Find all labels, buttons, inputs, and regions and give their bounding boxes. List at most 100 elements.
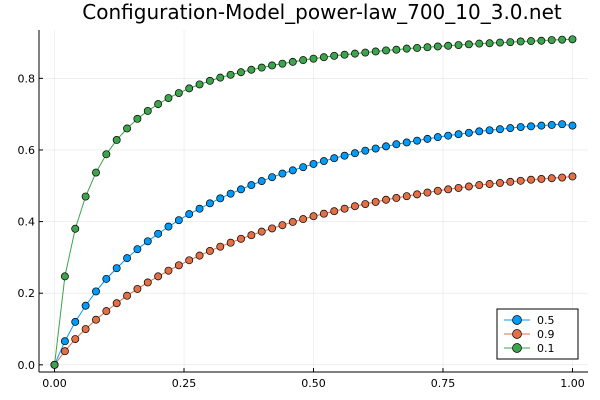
data-point <box>496 125 504 134</box>
data-point <box>392 194 401 202</box>
data-point <box>350 202 359 211</box>
legend-label: 0.5 <box>537 314 555 327</box>
data-point <box>527 175 535 184</box>
data-point <box>143 278 152 287</box>
data-point <box>475 127 484 136</box>
data-point <box>402 44 411 53</box>
data-point <box>50 360 59 369</box>
data-point <box>516 37 525 46</box>
y-tick-label: 0.8 <box>18 72 36 85</box>
data-point <box>392 140 401 149</box>
data-point <box>71 317 80 326</box>
data-point <box>185 210 194 219</box>
data-point <box>382 195 390 204</box>
data-point <box>340 204 349 213</box>
data-point <box>112 299 121 308</box>
data-point <box>402 192 411 201</box>
data-point <box>547 174 556 183</box>
data-point <box>60 347 69 356</box>
data-point <box>143 106 152 115</box>
data-point <box>537 36 546 45</box>
data-point <box>454 41 463 49</box>
data-point <box>195 251 204 260</box>
data-point <box>123 124 131 133</box>
data-point <box>60 272 69 281</box>
axes: 0.00 0.25 0.50 0.75 1.00 0.0 0.2 0.4 0.6 0.8 <box>18 30 588 390</box>
data-point <box>319 209 328 218</box>
data-point <box>112 135 121 144</box>
legend-item-0.5: 0.5 <box>504 314 555 327</box>
data-point <box>164 266 173 275</box>
data-point <box>268 173 277 182</box>
data-point <box>537 121 546 130</box>
data-point <box>444 41 453 50</box>
data-point <box>102 150 111 159</box>
data-point <box>527 122 535 131</box>
data-point <box>154 272 163 281</box>
data-point <box>340 151 349 160</box>
data-point <box>174 261 183 270</box>
data-point <box>454 183 463 192</box>
x-tick-label: 0.75 <box>431 377 456 390</box>
data-point <box>226 238 235 247</box>
y-tick-label: 0.4 <box>18 216 36 229</box>
data-point <box>485 180 494 188</box>
x-tick-label: 0.50 <box>301 377 326 390</box>
x-tick-label: 0.00 <box>42 377 67 390</box>
data-point <box>278 221 287 230</box>
data-point <box>506 177 515 186</box>
data-point <box>537 175 546 183</box>
data-point <box>299 56 308 65</box>
data-point <box>382 46 390 55</box>
data-point <box>247 231 256 240</box>
data-point <box>413 136 422 145</box>
data-point <box>558 173 567 182</box>
data-point <box>496 38 504 47</box>
data-point <box>195 204 204 213</box>
data-point <box>205 247 214 255</box>
data-point <box>423 188 432 197</box>
data-point <box>81 325 90 333</box>
data-point <box>92 315 100 324</box>
data-point <box>185 84 194 93</box>
data-point <box>133 284 142 293</box>
series-0.9 <box>50 172 577 369</box>
data-point <box>299 163 308 172</box>
data-point <box>164 222 173 231</box>
data-point <box>433 133 442 142</box>
legend-marker <box>512 329 522 339</box>
data-point <box>330 207 339 216</box>
data-point <box>123 291 131 300</box>
legend-item-0.1: 0.1 <box>504 342 555 355</box>
data-point <box>71 224 80 233</box>
data-point <box>237 68 245 77</box>
data-point <box>319 53 328 62</box>
data-point <box>568 121 577 130</box>
data-point <box>330 51 339 60</box>
data-point <box>268 224 277 233</box>
data-point <box>547 120 556 129</box>
data-point <box>371 144 380 153</box>
data-point <box>143 237 152 246</box>
data-point <box>444 185 453 194</box>
data-point <box>558 35 567 44</box>
data-point <box>371 47 380 56</box>
data-point <box>102 307 111 316</box>
data-point <box>195 80 204 89</box>
data-point <box>92 287 100 296</box>
series-0.1 <box>50 35 577 369</box>
data-point <box>464 182 473 191</box>
data-point <box>288 57 297 66</box>
data-point <box>216 194 225 203</box>
data-point <box>527 37 535 46</box>
data-point <box>464 40 473 49</box>
data-point <box>154 229 163 238</box>
data-point <box>464 128 473 137</box>
series-layer <box>50 35 577 369</box>
data-point <box>506 38 515 47</box>
data-point <box>371 197 380 206</box>
data-point <box>516 123 525 131</box>
data-point <box>433 186 442 195</box>
data-point <box>164 94 173 102</box>
data-point <box>475 39 484 48</box>
